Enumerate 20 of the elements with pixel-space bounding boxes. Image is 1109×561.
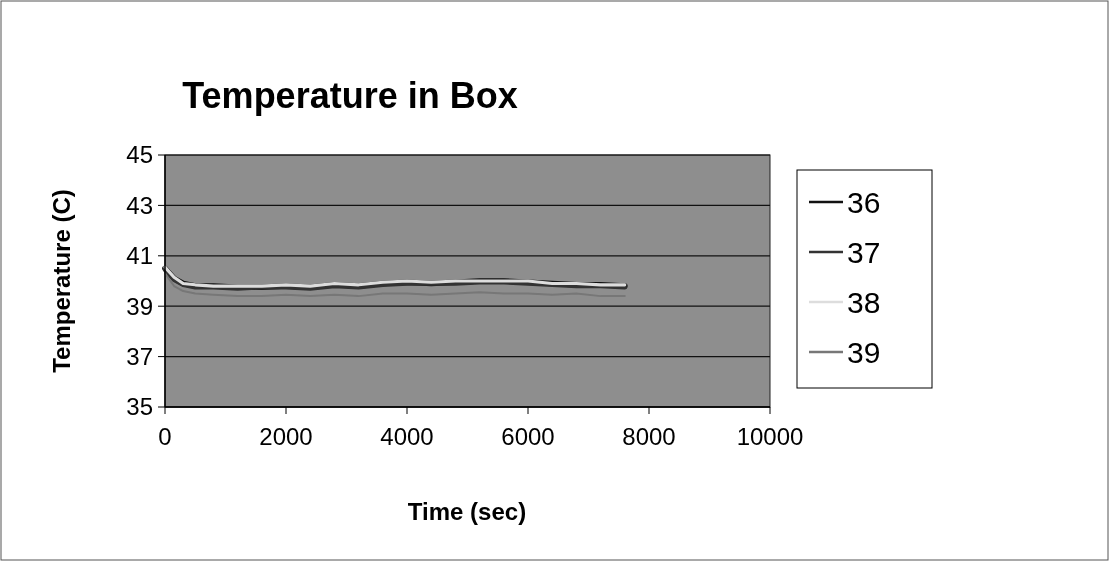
y-tick-label: 35 [126, 393, 153, 421]
x-axis-title: Time (sec) [407, 498, 527, 525]
y-tick-label: 43 [126, 191, 153, 219]
legend-label: 39 [847, 335, 881, 369]
y-axis-title: Temperature (C) [48, 189, 75, 373]
x-tick-label: 10000 [736, 423, 804, 450]
chart-title: Temperature in Box [182, 75, 518, 116]
x-tick-label: 6000 [501, 423, 555, 450]
legend-label: 37 [847, 235, 881, 269]
line-series [164, 272, 626, 298]
legend-label: 36 [847, 185, 881, 219]
x-tick-label: 2000 [259, 423, 313, 450]
y-tick-label: 45 [126, 141, 153, 169]
x-tick-label: 4000 [380, 423, 434, 450]
y-tick-label: 37 [126, 343, 153, 370]
y-tick-label: 39 [126, 292, 153, 320]
x-tick-label: 0 [158, 423, 172, 450]
y-tick-label: 41 [126, 242, 153, 270]
x-tick-label: 8000 [622, 423, 676, 450]
legend-label: 38 [847, 285, 881, 319]
